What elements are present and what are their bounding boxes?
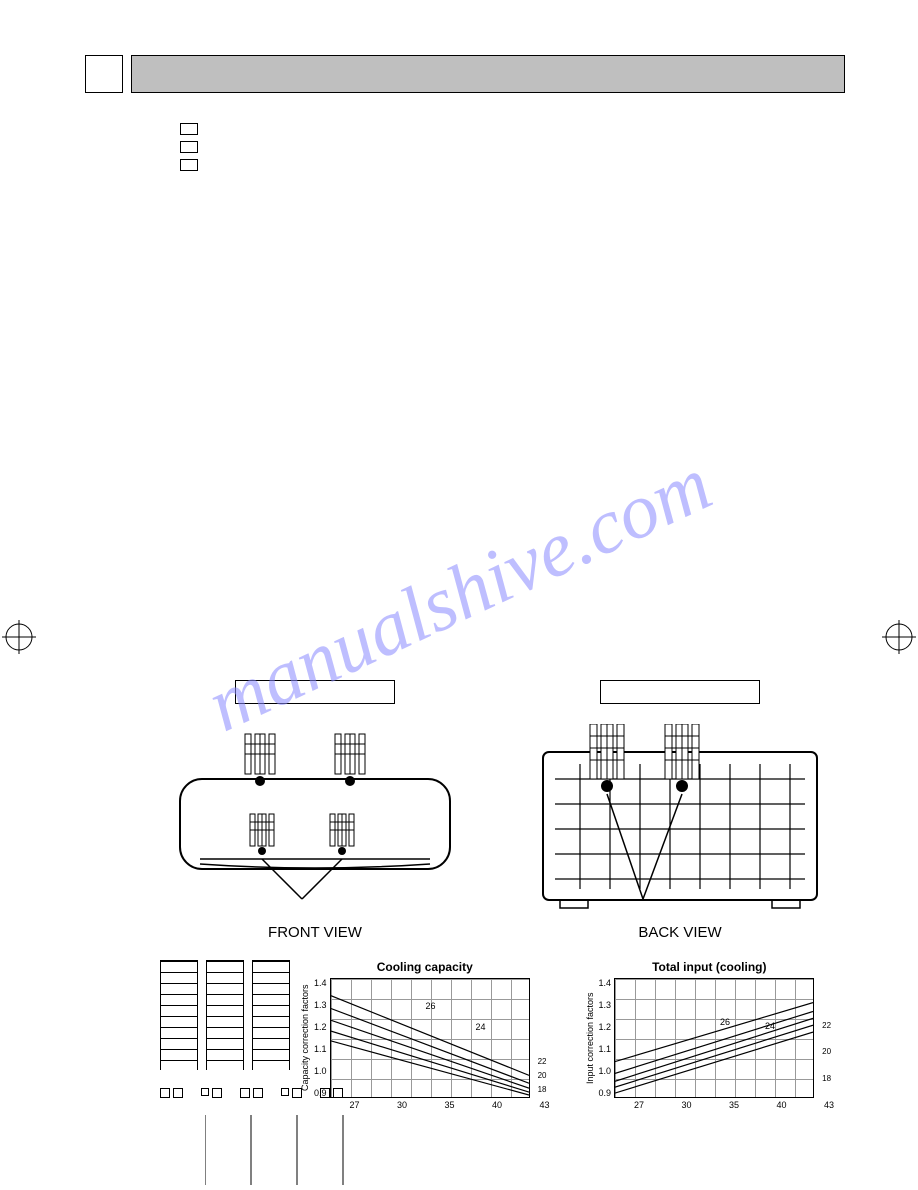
line-end-labels: 22 20 18 xyxy=(822,979,831,1097)
line-label: 18 xyxy=(822,1074,831,1083)
label-box-front xyxy=(235,680,395,704)
crop-mark-right xyxy=(882,620,916,654)
unit-box xyxy=(320,1088,330,1098)
y-axis-ticks: 1.4 1.3 1.2 1.1 1.0 0.9 xyxy=(314,978,330,1098)
xtick: 27 xyxy=(634,1100,644,1110)
header-title-bar xyxy=(131,55,845,93)
ytick: 1.1 xyxy=(314,1044,327,1054)
unit-box xyxy=(253,1088,263,1098)
scale-ticks xyxy=(206,960,244,1070)
section-header xyxy=(85,55,845,93)
inner-label: 24 xyxy=(476,1022,486,1032)
unit-sup-box xyxy=(201,1088,209,1096)
front-view-label: FRONT VIEW xyxy=(268,924,362,941)
checklist xyxy=(180,123,845,171)
ytick: 1.0 xyxy=(314,1066,327,1076)
ytick: 1.0 xyxy=(599,1066,612,1076)
label-box-back xyxy=(600,680,760,704)
unit-box xyxy=(333,1088,343,1098)
check-box xyxy=(180,159,198,171)
scale-ticks xyxy=(252,960,290,1070)
line-label: 22 xyxy=(822,1021,831,1030)
x-axis-ticks: 27 30 35 40 43 xyxy=(634,1100,834,1110)
xtick: 30 xyxy=(682,1100,692,1110)
outdoor-unit-back-svg xyxy=(535,724,825,914)
x-axis-ticks: 27 30 35 40 43 xyxy=(350,1100,550,1110)
ytick: 0.9 xyxy=(599,1088,612,1098)
chart-title: Total input (cooling) xyxy=(652,960,766,974)
front-view-diagram: FRONT VIEW xyxy=(170,680,460,941)
xtick: 35 xyxy=(729,1100,739,1110)
ytick: 1.4 xyxy=(314,978,327,988)
line-label: 18 xyxy=(538,1085,547,1094)
back-view-diagram: BACK VIEW xyxy=(535,680,825,941)
total-input-chart: Total input (cooling) Input correction f… xyxy=(585,960,835,1110)
unit-box xyxy=(292,1088,302,1098)
inner-label: 26 xyxy=(426,1001,436,1011)
chart-title: Cooling capacity xyxy=(377,960,473,974)
indoor-unit-front-svg xyxy=(170,724,460,914)
back-view-label: BACK VIEW xyxy=(638,924,721,941)
y-axis-label: Input correction factors xyxy=(585,978,595,1098)
y-axis-label: Capacity correction factors xyxy=(300,978,310,1098)
xtick: 40 xyxy=(492,1100,502,1110)
scale-col xyxy=(160,960,198,1070)
xtick: 40 xyxy=(776,1100,786,1110)
ytick: 1.3 xyxy=(599,1000,612,1010)
unit-box xyxy=(212,1088,222,1098)
line-label: 20 xyxy=(822,1047,831,1056)
line-label: 20 xyxy=(538,1071,547,1080)
unit-box xyxy=(160,1088,170,1098)
xtick: 43 xyxy=(539,1100,549,1110)
xtick: 27 xyxy=(350,1100,360,1110)
inner-label: 26 xyxy=(720,1017,730,1027)
line-label: 22 xyxy=(538,1057,547,1066)
check-box xyxy=(180,141,198,153)
ytick: 1.2 xyxy=(314,1022,327,1032)
chart-plot-area: 22 20 18 26 24 xyxy=(330,978,530,1098)
y-axis-ticks: 1.4 1.3 1.2 1.1 1.0 0.9 xyxy=(599,978,615,1098)
ytick: 1.3 xyxy=(314,1000,327,1010)
xtick: 35 xyxy=(444,1100,454,1110)
unit-sup-box xyxy=(281,1088,289,1096)
header-number-box xyxy=(85,55,123,93)
line-end-labels: 22 20 18 xyxy=(538,979,547,1097)
check-box xyxy=(180,123,198,135)
xtick: 30 xyxy=(397,1100,407,1110)
scale-unit-row xyxy=(160,1088,343,1098)
crop-mark-left xyxy=(2,620,36,654)
inner-label: 24 xyxy=(765,1021,775,1031)
scale-ticks xyxy=(160,960,198,1070)
xtick: 43 xyxy=(824,1100,834,1110)
unit-box xyxy=(240,1088,250,1098)
chart-plot-area: 22 20 18 26 24 xyxy=(614,978,814,1098)
ytick: 1.1 xyxy=(599,1044,612,1054)
scale-col xyxy=(252,960,290,1070)
scale-col xyxy=(206,960,244,1070)
unit-diagrams: FRONT VIEW xyxy=(170,680,850,941)
unit-box xyxy=(173,1088,183,1098)
lower-column-lines xyxy=(205,1115,355,1185)
ytick: 1.2 xyxy=(599,1022,612,1032)
small-scales xyxy=(160,960,290,1070)
ytick: 1.4 xyxy=(599,978,612,988)
page-content xyxy=(85,55,845,171)
